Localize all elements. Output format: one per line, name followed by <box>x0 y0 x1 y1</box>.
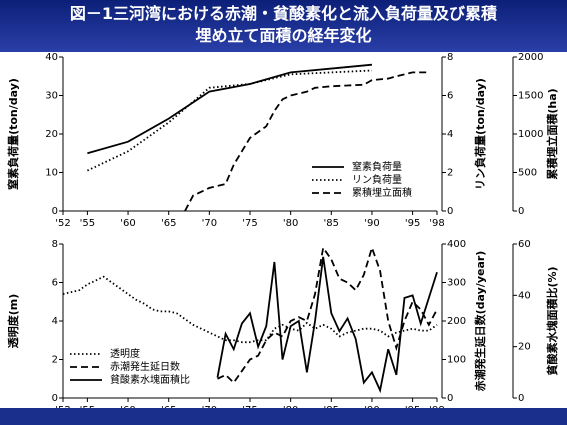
x-tick-label: '60 <box>120 218 135 229</box>
y-tick-label: 30 <box>45 91 58 102</box>
y-tick-label: 300 <box>447 278 466 289</box>
y-axis-title: 窒素負荷量(ton/day) <box>6 78 20 190</box>
y-axis-title: 赤潮発生延日数(day/year) <box>473 251 487 392</box>
x-tick-label: '80 <box>283 218 298 229</box>
x-tick-label: '52 <box>55 218 70 229</box>
x-tick-label: '85 <box>324 405 339 408</box>
y-tick-label: 2 <box>447 168 453 179</box>
x-tick-label: '65 <box>161 405 176 408</box>
legend-label: 窒素負荷量 <box>352 160 402 173</box>
y-tick-label: 1000 <box>518 129 543 140</box>
x-tick-label: '95 <box>405 218 420 229</box>
x-tick-label: '70 <box>202 218 217 229</box>
y-tick-label: 0 <box>518 206 524 217</box>
legend-label: 透明度 <box>110 347 140 360</box>
y-tick-label: 200 <box>447 316 466 327</box>
y-axis-title: 貧酸素水塊面積比(%) <box>545 266 559 375</box>
x-tick-label: '95 <box>405 405 420 408</box>
y-tick-label: 8 <box>52 239 58 250</box>
x-tick-label: '98 <box>429 218 444 229</box>
y-tick-label: 20 <box>518 342 531 353</box>
x-tick-label: '75 <box>242 405 257 408</box>
y-axis-title: 透明度(m) <box>6 294 20 349</box>
y-tick-label: 0 <box>447 206 453 217</box>
x-tick-label: '60 <box>120 405 135 408</box>
y-axis-title: 累積埋立面積(ha) <box>545 88 559 179</box>
y-tick-label: 20 <box>45 129 58 140</box>
x-tick-label: '55 <box>80 218 95 229</box>
y-tick-label: 60 <box>518 239 531 250</box>
x-tick-label: '70 <box>202 405 217 408</box>
y-tick-label: 0 <box>52 393 58 404</box>
series-line <box>62 275 438 344</box>
legend-label: 累積埋立面積 <box>352 186 412 199</box>
series-line <box>184 71 429 212</box>
x-tick-label: '75 <box>242 218 257 229</box>
y-tick-label: 6 <box>447 91 453 102</box>
x-tick-label: '80 <box>283 405 298 408</box>
y-tick-label: 6 <box>52 278 58 289</box>
legend-label: 赤潮発生延日数 <box>110 360 180 373</box>
x-tick-label: '65 <box>161 218 176 229</box>
y-tick-label: 1500 <box>518 91 543 102</box>
y-axis-title: リン負荷量(ton/day) <box>473 78 487 190</box>
x-tick-label: '85 <box>324 218 339 229</box>
x-tick-label: '90 <box>364 405 379 408</box>
series-line <box>216 256 438 394</box>
y-tick-label: 400 <box>447 239 466 250</box>
y-tick-label: 0 <box>518 393 524 404</box>
y-tick-label: 40 <box>518 290 531 301</box>
title-line: 図－1三河湾における赤潮・貧酸素化と流入負荷量及び累積 <box>69 4 498 23</box>
y-tick-label: 40 <box>45 52 58 63</box>
x-tick-label: '55 <box>80 405 95 408</box>
y-tick-label: 0 <box>52 206 58 217</box>
y-tick-label: 8 <box>447 52 453 63</box>
y-tick-label: 10 <box>45 168 58 179</box>
y-tick-label: 100 <box>447 355 466 366</box>
legend-label: リン負荷量 <box>352 174 402 186</box>
y-tick-label: 0 <box>447 393 453 404</box>
x-tick-label: '98 <box>429 405 444 408</box>
y-tick-label: 4 <box>52 316 58 327</box>
chart: 010203040窒素負荷量(ton/day)02468リン負荷量(ton/da… <box>0 52 567 408</box>
y-tick-label: 2000 <box>518 52 543 63</box>
y-tick-label: 2 <box>52 355 58 366</box>
title-bar: 図－1三河湾における赤潮・貧酸素化と流入負荷量及び累積 埋め立て面積の経年変化 <box>0 0 567 52</box>
y-tick-label: 4 <box>447 129 453 140</box>
series-line <box>87 69 372 172</box>
title-line: 埋め立て面積の経年変化 <box>195 26 372 45</box>
series-line <box>87 63 373 155</box>
y-tick-label: 500 <box>518 168 537 179</box>
x-tick-label: '52 <box>55 405 70 408</box>
x-tick-label: '90 <box>364 218 379 229</box>
legend-label: 貧酸素水塊面積比 <box>110 373 190 386</box>
